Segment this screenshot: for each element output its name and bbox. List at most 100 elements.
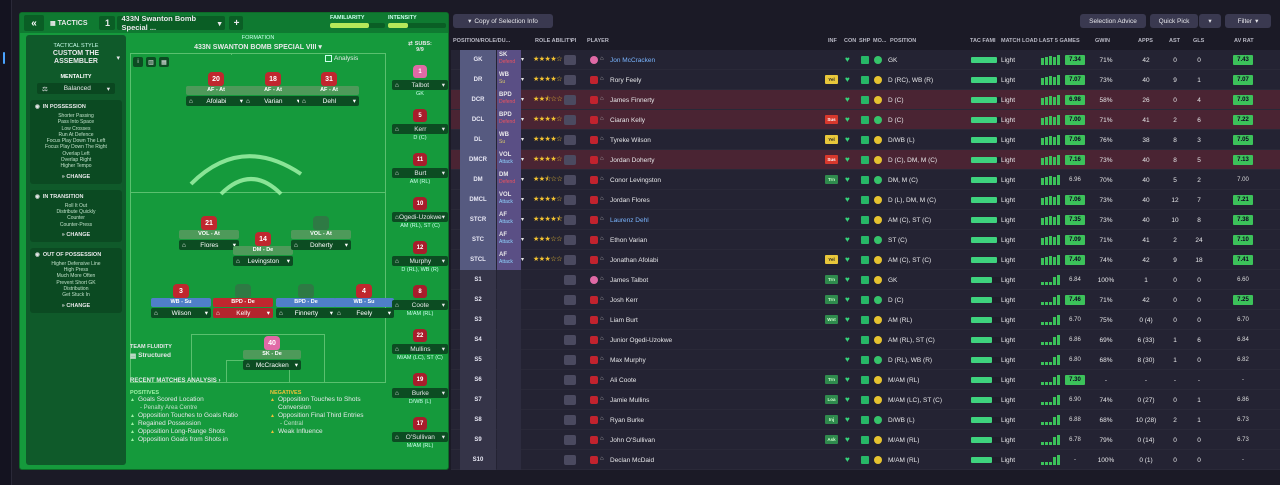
out-of-possession-change-button[interactable]: » CHANGE xyxy=(61,302,91,309)
role-box[interactable]: AF Attack xyxy=(497,230,521,250)
player-instructions-icon[interactable] xyxy=(564,135,576,145)
position-box[interactable]: S1 xyxy=(460,270,496,290)
position-box[interactable]: S2 xyxy=(460,290,496,310)
chevron-down-icon[interactable]: ▾ xyxy=(521,177,525,183)
table-row[interactable]: S3 ⌂ Liam Burt Wnt ♥ AM (RL) Light 6.70 75% 0 (4)… xyxy=(451,310,1280,330)
sub-shirt[interactable]: 10 xyxy=(413,197,427,210)
role-box[interactable]: BPD Defend xyxy=(497,110,521,130)
player-role[interactable]: DM - De xyxy=(233,246,293,255)
col-av-rat[interactable]: AV RAT xyxy=(1234,38,1254,44)
tactic-number[interactable]: 1 xyxy=(99,16,116,30)
player-shirt[interactable]: 40 xyxy=(264,336,280,350)
position-box[interactable]: DL xyxy=(460,130,496,150)
role-box[interactable]: BPD Defend xyxy=(497,90,521,110)
table-row[interactable]: STCR AF Attack ▾ ★★★★⯪ ⌂ Laurenz Dehl ♥ AM (C), … xyxy=(451,210,1280,230)
player-instructions-icon[interactable] xyxy=(564,115,576,125)
player-instructions-icon[interactable] xyxy=(564,295,576,305)
player-name[interactable]: Jordan Doherty xyxy=(610,156,655,164)
col-match-load[interactable]: MATCH LOAD xyxy=(1001,38,1038,44)
quick-pick-button[interactable]: Quick Pick xyxy=(1150,14,1198,28)
player-instructions-icon[interactable] xyxy=(564,235,576,245)
chevron-down-icon[interactable]: ▾ xyxy=(116,55,120,62)
player-shirt[interactable]: 20 xyxy=(208,72,224,86)
role-box[interactable]: AF Attack xyxy=(497,250,521,270)
player-name-box[interactable]: ⌂ Dehl ▾ xyxy=(299,96,359,106)
analysis-title[interactable]: RECENT MATCHES ANALYSIS › xyxy=(130,378,221,384)
position-box[interactable]: S7 xyxy=(460,390,496,410)
player-name[interactable]: Rory Feely xyxy=(610,76,642,84)
table-row[interactable]: DCR BPD Defend ▾ ★★⯪☆☆ ⌂ James Finnerty ♥ D (C) L… xyxy=(451,90,1280,110)
table-row[interactable]: GK SK Defend ▾ ★★★★☆ ⌂ Jon McCracken ♥ GK Light 7.… xyxy=(451,50,1280,70)
sub-shirt[interactable]: 22 xyxy=(413,329,427,342)
table-row[interactable]: S2 ⌂ Josh Kerr Trn ♥ D (C) Light 7.46 71% 42 0 0 7.2… xyxy=(451,290,1280,310)
table-row[interactable]: S4 ⌂ Junior Ogedi-Uzokwe ♥ AM (RL), ST (C) Li… xyxy=(451,330,1280,350)
table-row[interactable]: S8 ⌂ Ryan Burke Inj ♥ D/WB (L) Light 6.88 68% 10 … xyxy=(451,410,1280,430)
role-box[interactable]: DM Defend xyxy=(497,170,521,190)
position-box[interactable]: S4 xyxy=(460,330,496,350)
table-row[interactable]: STCL AF Attack ▾ ★★★☆☆ ⌂ Jonathan Afolabi Yel ♥ A… xyxy=(451,250,1280,270)
sub-name-box[interactable]: ⌂ Talbot ▾ xyxy=(392,80,448,90)
player-instructions-icon[interactable] xyxy=(564,195,576,205)
table-row[interactable]: S1 ⌂ James Talbot Trn ♥ GK Light 6.84 100% 1 0 0 6.6… xyxy=(451,270,1280,290)
in-transition-change-button[interactable]: » CHANGE xyxy=(61,231,91,238)
table-row[interactable]: DL WB Su ▾ ★★★★☆ ⌂ Tyreke Wilson Yel ♥ D/WB (L) Li… xyxy=(451,130,1280,150)
position-box[interactable]: S9 xyxy=(460,430,496,450)
table-row[interactable]: DM DM Defend ▾ ★★⯪☆☆ ⌂ Conor Levingston Trn ♥ DM,… xyxy=(451,170,1280,190)
player-shirt[interactable] xyxy=(235,284,251,298)
player-shirt[interactable] xyxy=(313,216,329,230)
sub-shirt[interactable]: 8 xyxy=(413,285,427,298)
player-name-box[interactable]: ⌂ Kelly ▾ xyxy=(213,308,273,318)
player-name-box[interactable]: ⌂ Doherty ▾ xyxy=(291,240,351,250)
sub-name-box[interactable]: ⌂ Burke ▾ xyxy=(392,388,448,398)
sub-shirt[interactable]: 19 xyxy=(413,373,427,386)
tactical-style-name[interactable]: CUSTOM THE ASSEMBLER xyxy=(52,50,100,65)
player-instructions-icon[interactable] xyxy=(564,355,576,365)
player-name-box[interactable]: ⌂ Varian ▾ xyxy=(243,96,303,106)
chevron-down-icon[interactable]: ▾ xyxy=(521,57,525,63)
position-box[interactable]: DMCL xyxy=(460,190,496,210)
col-inf[interactable]: INF xyxy=(828,38,837,44)
role-box[interactable]: VOL Attack xyxy=(497,150,521,170)
chevron-down-icon[interactable]: ▾ xyxy=(521,117,525,123)
player-role[interactable]: AF - At xyxy=(186,86,246,95)
position-box[interactable]: DMCR xyxy=(460,150,496,170)
player-instructions-icon[interactable] xyxy=(564,455,576,465)
col-last5[interactable]: LAST 5 GAMES xyxy=(1039,38,1080,44)
player-instructions-icon[interactable] xyxy=(564,215,576,225)
sub-shirt[interactable]: 1 xyxy=(413,65,427,78)
player-shirt[interactable]: 21 xyxy=(201,216,217,230)
sub-shirt[interactable]: 11 xyxy=(413,153,427,166)
player-role[interactable]: AF - At xyxy=(243,86,303,95)
player-instructions-icon[interactable] xyxy=(564,395,576,405)
chevron-down-icon[interactable]: ▾ xyxy=(521,97,525,103)
player-shirt[interactable]: 3 xyxy=(173,284,189,298)
role-box[interactable]: VOL Attack xyxy=(497,190,521,210)
role-box[interactable]: WB Su xyxy=(497,130,521,150)
info-icon[interactable]: i xyxy=(133,57,143,67)
position-box[interactable]: S3 xyxy=(460,310,496,330)
sub-shirt[interactable]: 12 xyxy=(413,241,427,254)
player-name[interactable]: Jon McCracken xyxy=(610,56,656,64)
sub-shirt[interactable]: 17 xyxy=(413,417,427,430)
filter-button[interactable]: Filter ▾ xyxy=(1225,14,1271,28)
player-name[interactable]: Jordan Flores xyxy=(610,196,650,204)
player-name[interactable]: Josh Kerr xyxy=(610,296,638,304)
col-posrole[interactable]: POSITION/ROLE/DU... xyxy=(453,38,511,44)
player-name[interactable]: Junior Ogedi-Uzokwe xyxy=(610,336,673,344)
chevron-down-icon[interactable]: ▾ xyxy=(521,137,525,143)
player-name[interactable]: Ali Coote xyxy=(610,376,637,384)
sub-name-box[interactable]: ⌂ Burt ▾ xyxy=(392,168,448,178)
tactic-select[interactable]: 433N Swanton Bomb Special ... ▾ xyxy=(117,14,226,32)
player-name[interactable]: Ryan Burke xyxy=(610,416,644,424)
chevron-down-icon[interactable]: ▾ xyxy=(521,157,525,163)
player-instructions-icon[interactable] xyxy=(564,435,576,445)
player-name[interactable]: James Finnerty xyxy=(610,96,655,104)
position-box[interactable]: STCL xyxy=(460,250,496,270)
player-name[interactable]: Declan McDaid xyxy=(610,456,655,464)
col-pi[interactable]: PI xyxy=(571,38,577,44)
chevron-down-icon[interactable]: ▾ xyxy=(521,77,525,83)
player-name-box[interactable]: ⌂ Wilson ▾ xyxy=(151,308,211,318)
player-name[interactable]: Laurenz Dehl xyxy=(610,216,649,224)
player-role[interactable]: VOL - At xyxy=(291,230,351,239)
player-instructions-icon[interactable] xyxy=(564,315,576,325)
